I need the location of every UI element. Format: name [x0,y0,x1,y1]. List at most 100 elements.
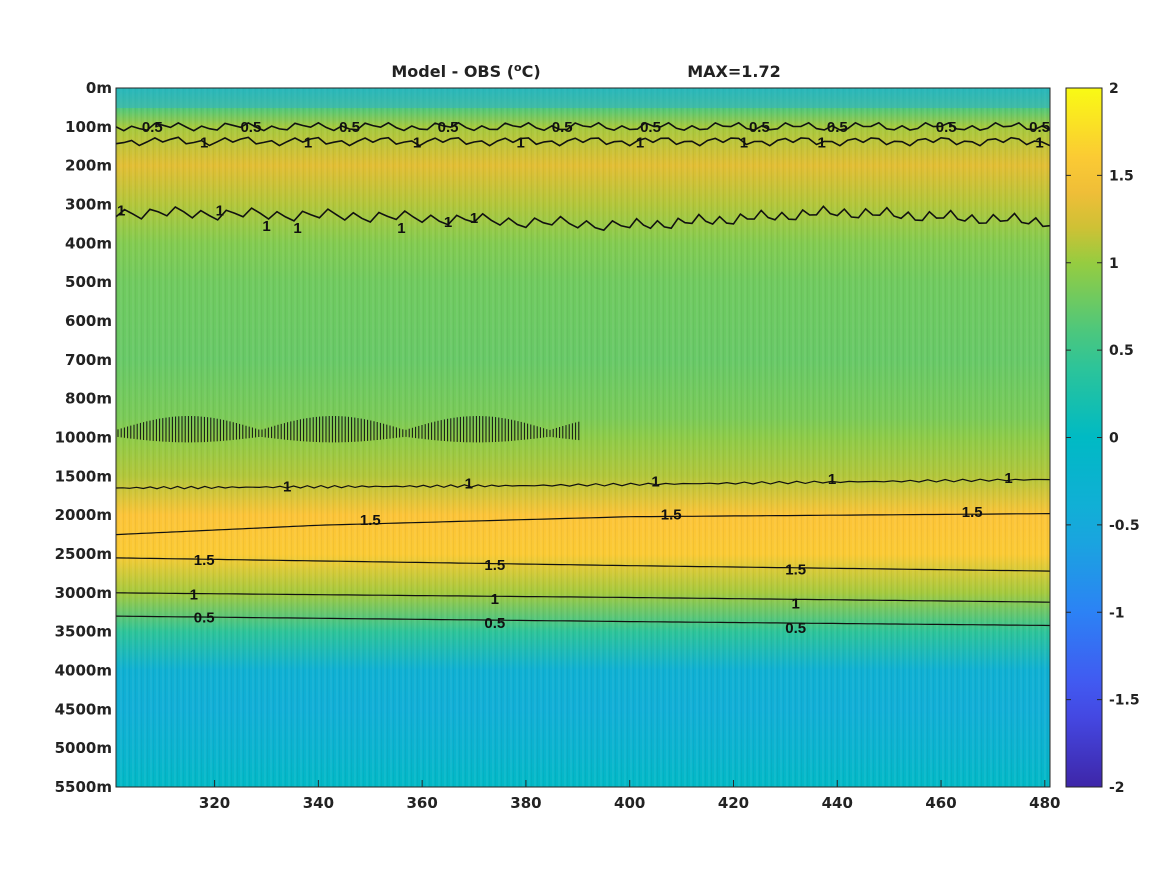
y-tick-label: 2500m [55,545,112,563]
x-axis: 320 340 360 380 400 420 440 460 480 [199,780,1060,812]
contour-label: 0.5 [240,119,261,136]
chart-title: Model - OBS (oC) [391,61,540,81]
x-tick-label: 460 [925,794,956,812]
y-tick-label: 100m [65,118,112,136]
y-axis: 0m 100m 200m 300m 400m 500m 600m 700m 800m 1000m 1… [55,79,112,796]
y-tick-label: 600m [65,312,112,330]
contour-label: 1 [636,134,644,151]
contour-label: 1 [740,134,748,151]
contour-label: 1 [818,134,826,151]
plot-area: 0.5 0.5 0.5 0.5 0.5 0.5 0.5 0.5 0.5 0.51 1 1 1 1 1 1 11 1… [115,87,1051,788]
contour-label: 1.5 [360,512,381,529]
contour-label: 1 [651,473,659,490]
y-tick-label: 3500m [55,623,112,641]
colorbar-tick-label: -0.5 [1109,518,1140,534]
y-tick-label: 300m [65,196,112,214]
contour-label: 1 [283,478,291,495]
contour-label: 1.5 [484,557,505,574]
contour-label: 1.5 [661,506,682,523]
contour-label: 1 [1004,470,1012,487]
contour-label: 1 [444,214,452,231]
contour-lines [115,121,1051,627]
contour-label: 0.5 [640,119,661,136]
y-tick-label: 2000m [55,506,112,524]
contour-label: 1.5 [194,552,215,569]
contour-label: 1 [293,220,301,237]
contour-line-1 [115,205,1051,232]
y-tick-label: 1000m [55,429,112,447]
contour-label: 0.5 [827,119,848,136]
colorbar-ticks: 2 1.5 1 0.5 0 -0.5 -1 -1.5 -2 [1066,81,1140,796]
x-tick-label: 440 [822,794,853,812]
contour-line-1 [115,136,1051,147]
x-tick-label: 480 [1029,794,1060,812]
contour-label: 1 [304,134,312,151]
contour-label: 1 [413,134,421,151]
max-label: MAX=1.72 [687,62,781,81]
wiggle-contours-1000m [117,416,580,443]
contour-label: 1 [470,210,478,227]
contour-label: 0.5 [749,119,770,136]
y-tick-label: 0m [86,79,112,97]
contour-label: 1 [517,134,525,151]
x-tick-label: 420 [718,794,749,812]
contour-label: 1 [465,475,473,492]
x-tick-label: 360 [406,794,437,812]
contour-label: 0.5 [484,615,505,632]
contour-label: 0.5 [552,119,573,136]
contour-label: 0.5 [142,119,163,136]
contour-label: 0.5 [936,119,957,136]
y-tick-label: 3000m [55,584,112,602]
plot-frame [115,87,1051,788]
contour-label: 0.5 [438,119,459,136]
colorbar-tick-label: -1.5 [1109,693,1140,709]
contour-label: 1.5 [785,562,806,579]
colorbar-tick-label: -2 [1109,780,1125,796]
contour-label: 1 [491,591,499,608]
colorbar: 2 1.5 1 0.5 0 -0.5 -1 -1.5 -2 [1065,81,1140,796]
colorbar-gradient [1065,87,1103,788]
colorbar-tick-label: 0 [1109,431,1119,447]
contour-label: 1 [1035,134,1043,151]
contour-label: 0.5 [194,610,215,627]
x-tick-label: 400 [614,794,645,812]
colorbar-tick-label: -1 [1109,605,1125,621]
contour-line-1 [115,592,1051,603]
y-tick-label: 5000m [55,739,112,757]
y-tick-label: 1500m [55,467,112,485]
contour-line-1.5 [115,513,1051,536]
surface-noise-band [116,88,1050,108]
x-tick-label: 320 [199,794,230,812]
colorbar-tick-label: 2 [1109,81,1119,97]
y-tick-label: 400m [65,234,112,252]
y-tick-label: 800m [65,390,112,408]
x-tick-label: 380 [510,794,541,812]
colorbar-tick-label: 0.5 [1109,343,1134,359]
contour-label: 1 [190,586,198,603]
y-tick-label: 4000m [55,662,112,680]
contour-label: 1 [117,202,125,219]
contour-line-0.5 [115,615,1051,627]
contour-label: 1 [828,471,836,488]
contour-label: 1 [216,202,224,219]
colorbar-tick-label: 1 [1109,256,1119,272]
contour-labels: 0.5 0.5 0.5 0.5 0.5 0.5 0.5 0.5 0.5 0.51 1 1 1 1 1 1 11 1… [117,119,1050,637]
y-tick-label: 700m [65,351,112,369]
x-tick-label: 340 [303,794,334,812]
contour-label: 0.5 [339,119,360,136]
contour-label: 1.5 [962,504,983,521]
noise-stripes [116,88,1050,787]
y-tick-label: 500m [65,273,112,291]
contour-label: 0.5 [785,620,806,637]
y-tick-label: 5500m [55,778,112,796]
colorbar-tick-label: 1.5 [1109,168,1134,184]
contour-line-1 [115,478,1051,490]
contour-label: 1 [397,220,405,237]
contour-line-1.5 [115,557,1051,572]
contour-label: 1 [200,134,208,151]
y-tick-label: 200m [65,157,112,175]
y-tick-label: 4500m [55,700,112,718]
contour-label: 1 [792,596,800,613]
contour-line-0.5 [115,121,1051,132]
contour-label: 0.5 [1029,119,1050,136]
